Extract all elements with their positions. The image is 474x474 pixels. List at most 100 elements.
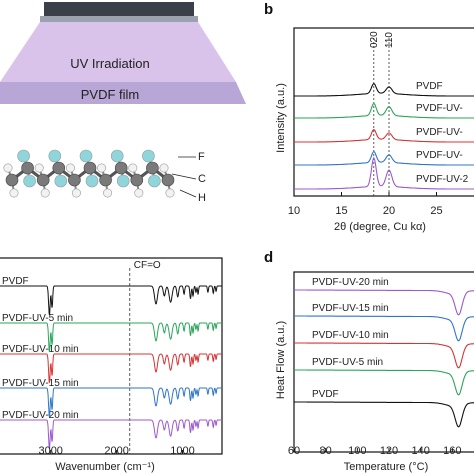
atom-label-f: F [198,151,205,163]
cfo-annotation: CF=O [134,260,161,271]
film-label: PVDF film [81,87,140,102]
xrd-series-label: PVDF-UV-2 [416,174,469,185]
uv-label: UV Irradiation [70,56,149,71]
dsc-tick-label: 160 [443,445,461,457]
xrd-series-label: PVDF-UV- [416,103,463,114]
carbon-atom [99,173,112,187]
ftir-series-label: PVDF-UV-15 min [2,378,79,389]
carbon-atom [36,173,50,187]
ftir-tick-label: 1000 [170,445,194,457]
atom-pointer-h [179,189,197,198]
xrd-tick-label: 25 [430,205,442,217]
hydrogen-atom [3,163,13,173]
xrd-series-line [294,82,474,97]
dsc-series-line [294,342,474,369]
pvdf-film [0,82,246,104]
xrd-tick-label: 10 [288,205,300,217]
xrd-series-line [294,150,474,166]
ftir-series-line [0,322,222,352]
fluorine-atom [142,149,155,163]
carbon-atom [114,161,128,175]
ftir-series-label: PVDF-UV-10 min [2,344,79,355]
panel-b-xlabel: 2θ (degree, Cu kα) [334,221,426,233]
xrd-series-label: PVDF-UV- [416,150,463,161]
hydrogen-atom [40,188,50,198]
carbon-atom [83,161,97,175]
fluorine-atom [23,174,36,188]
hydrogen-atom [71,188,81,198]
hydrogen-atom [65,163,75,173]
xrd-series-line [294,156,474,190]
dsc-tick-label: 80 [320,445,332,457]
xrd-series-label: PVDF-UV- [416,127,463,138]
xrd-tick-label: 20 [383,205,395,217]
carbon-atom [68,173,81,187]
xrd-series-line [294,128,474,143]
fluorine-atom [48,149,62,163]
fluorine-atom [85,174,99,188]
panel-c-xlabel: Wavenumber (cm⁻¹) [55,461,155,473]
dsc-series-label: PVDF-UV-10 min [312,330,389,341]
dsc-series-label: PVDF-UV-20 min [312,277,389,288]
dsc-tick-label: 140 [411,445,429,457]
dsc-series-line [294,315,474,342]
atom-label-h: H [198,192,206,204]
carbon-atom [21,161,34,175]
fluorine-atom [148,174,161,188]
panel-b: b Intensity (a.u.) PVDF-UV-2 PVDF-UV- PVDF… [264,1,474,233]
dsc-series-line [294,369,474,396]
dsc-tick-label: 100 [348,445,366,457]
panel-d-xlabel: Temperature (°C) [344,461,428,473]
ftir-series-label: PVDF-UV-20 min [2,410,79,421]
dsc-series-line [294,289,474,316]
peak-label: 110 [384,32,395,48]
panel-a: UV Irradiation PVDF film F C H [0,2,246,204]
panel-c: CF=O PVDF-UV-20 min PVDF-UV-15 min PVDF-UV-… [0,257,223,473]
dsc-series-line [294,401,474,428]
fluorine-atom [54,174,68,188]
xrd-tick-label: 15 [335,205,347,217]
ftir-series-line [0,285,222,315]
ftir-tick-label: 3000 [38,445,62,457]
pvdf-molecule [3,149,175,198]
hydrogen-atom [34,163,44,173]
fluorine-atom [79,149,93,163]
dsc-series-label: PVDF-UV-15 min [312,303,389,314]
carbon-atom [52,161,66,175]
fluorine-atom [110,149,124,163]
hydrogen-atom [103,188,113,198]
ftir-series-line [0,387,222,417]
panel-b-letter: b [264,1,273,18]
hydrogen-atom [159,163,169,173]
peak-label: 020 [369,31,380,48]
hydrogen-atom [134,188,144,198]
panel-b-ylabel: Intensity (a.u.) [275,83,287,153]
xrd-series-line [294,102,474,119]
carbon-atom [146,161,159,175]
hydrogen-atom [9,188,19,198]
uv-lamp-lens [40,16,198,22]
hydrogen-atom [165,188,175,198]
dsc-tick-label: 120 [380,445,398,457]
carbon-atom [5,173,19,187]
xrd-series-label: PVDF [416,81,443,92]
panel-d: d Heat Flow (a.u.) PVDF-UV-20 min PVDF-UV… [264,249,474,473]
panel-d-ylabel: Heat Flow (a.u.) [275,321,287,399]
carbon-atom [130,173,144,187]
uv-lamp [44,2,194,16]
panel-c-frame [0,257,223,455]
ftir-series-label: PVDF [2,276,29,287]
dsc-series-label: PVDF [312,389,339,400]
atom-label-c: C [198,173,206,185]
atom-pointer-c [171,173,197,180]
carbon-atom [161,173,175,187]
panel-d-letter: d [264,249,273,266]
hydrogen-atom [128,163,138,173]
fluorine-atom [17,149,30,163]
ftir-series-line [0,353,222,383]
ftir-series-label: PVDF-UV-5 min [2,313,73,324]
ftir-series-line [0,419,222,449]
dsc-tick-label: 60 [288,445,300,457]
uv-beam [0,22,236,82]
